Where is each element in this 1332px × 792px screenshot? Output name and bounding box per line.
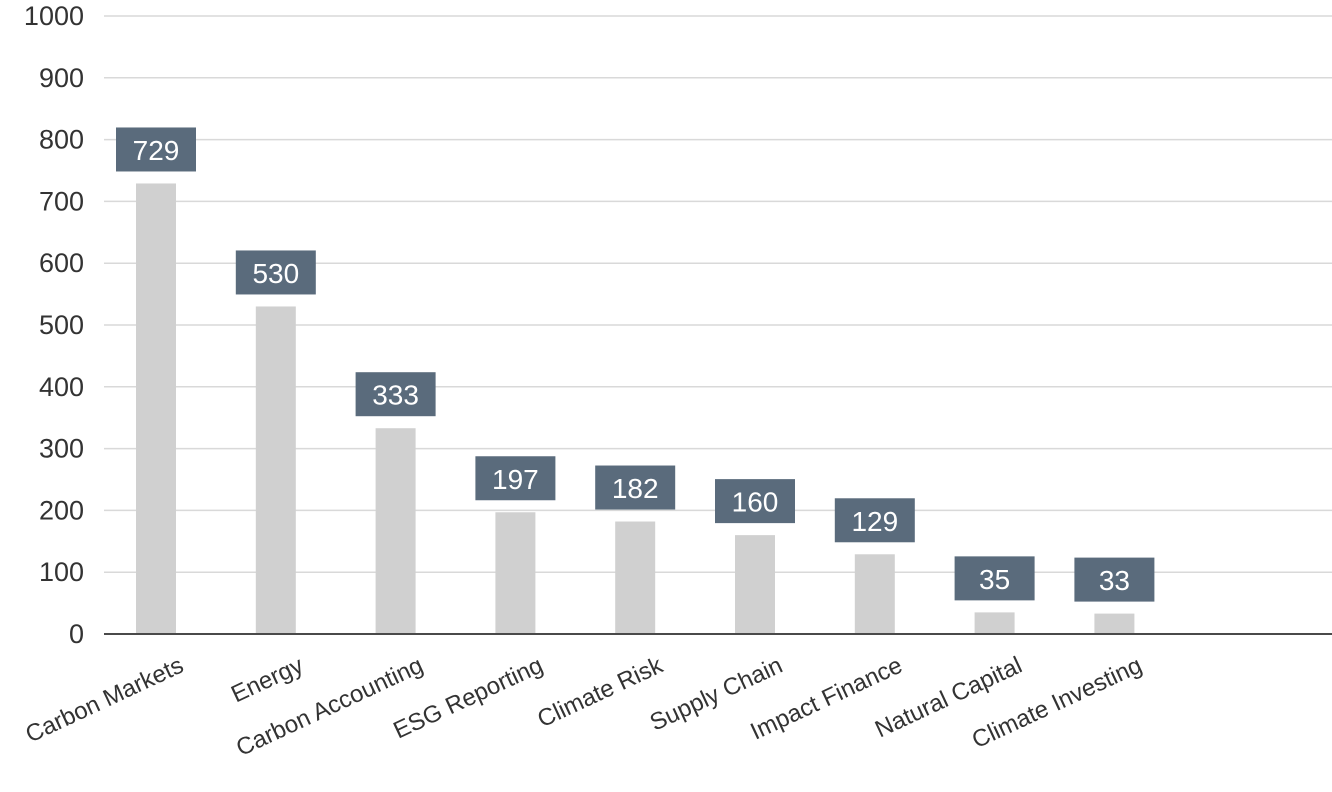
- y-axis-ticks: 0 100 200 300 400 500 600 700 800 900 1000: [24, 1, 84, 649]
- data-label-box: [595, 465, 676, 510]
- data-label: 197: [492, 464, 539, 495]
- data-label: 333: [372, 380, 419, 411]
- data-label: 33: [1099, 565, 1130, 596]
- data-labels: 729 530 333 197 182 160 129 35 33: [116, 127, 1155, 602]
- y-tick-label: 300: [39, 434, 84, 464]
- data-label-box: [1074, 557, 1155, 602]
- data-label-box: [235, 250, 316, 295]
- data-label-box: [116, 127, 196, 172]
- bar: [375, 428, 416, 634]
- y-tick-label: 0: [69, 619, 84, 649]
- data-label: 729: [133, 135, 180, 166]
- bar: [495, 512, 536, 634]
- bar: [974, 612, 1015, 634]
- bar: [1094, 613, 1135, 634]
- data-label-box: [954, 556, 1035, 601]
- bar: [615, 521, 656, 634]
- y-tick-label: 500: [39, 310, 84, 340]
- y-tick-label: 900: [39, 63, 84, 93]
- data-label-box: [834, 498, 915, 543]
- x-tick-label: Carbon Markets: [22, 652, 188, 749]
- x-tick-label: Energy: [227, 652, 307, 709]
- data-label-box: [475, 456, 556, 501]
- x-tick-label: Climate Risk: [533, 651, 667, 733]
- y-tick-label: 1000: [24, 1, 84, 31]
- data-label: 129: [851, 506, 898, 537]
- data-label: 35: [979, 564, 1010, 595]
- y-tick-label: 100: [39, 557, 84, 587]
- y-tick-label: 200: [39, 495, 84, 525]
- bar: [735, 535, 775, 634]
- data-label: 182: [612, 473, 659, 504]
- data-label-box: [355, 372, 436, 417]
- y-tick-label: 800: [39, 125, 84, 155]
- y-tick-label: 600: [39, 248, 84, 278]
- bar: [854, 554, 895, 634]
- data-label: 160: [732, 487, 779, 518]
- y-tick-label: 400: [39, 372, 84, 402]
- data-label-box: [715, 479, 795, 524]
- y-tick-label: 700: [39, 186, 84, 216]
- bars: [136, 183, 1135, 634]
- data-label: 530: [252, 258, 299, 289]
- bar: [136, 183, 176, 634]
- bar: [255, 306, 296, 634]
